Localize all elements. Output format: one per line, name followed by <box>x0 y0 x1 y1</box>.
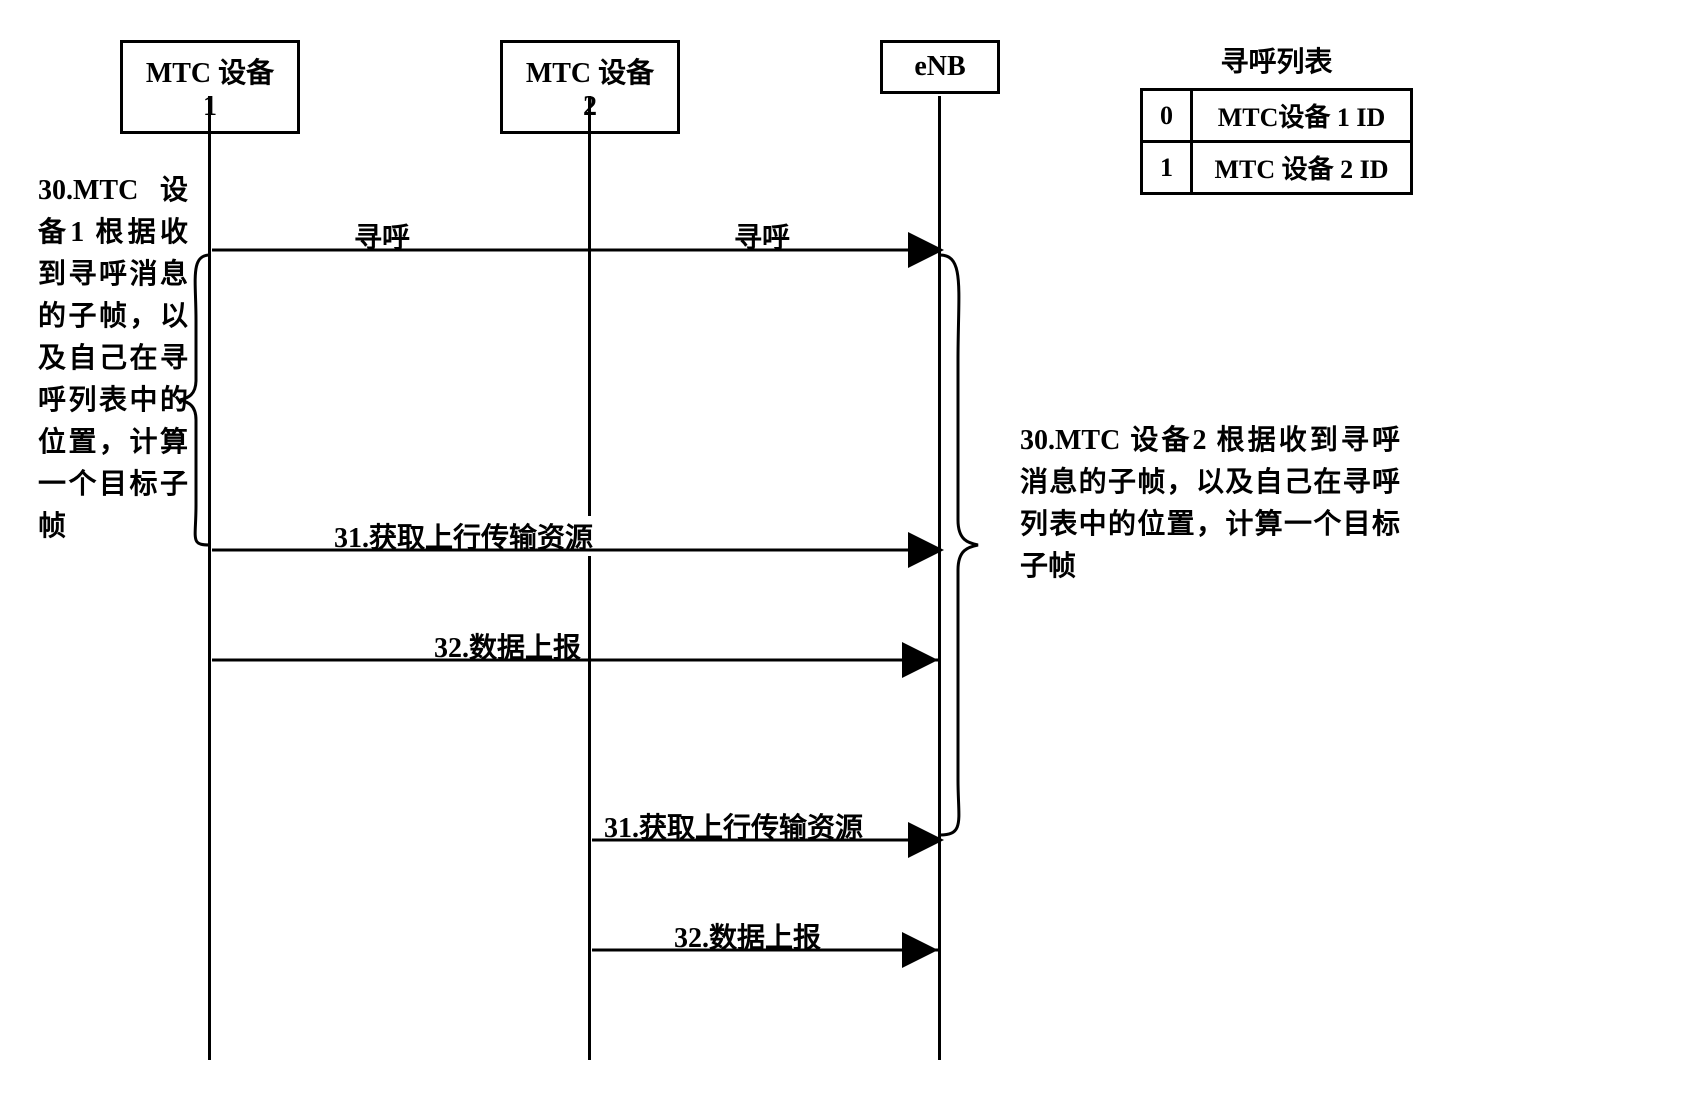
cell-val-1: MTC 设备 2 ID <box>1192 142 1412 194</box>
lifeline-enb <box>938 96 941 1060</box>
note-30-mtc2: 30.MTC 设备2 根据收到寻呼消息的子帧，以及自己在寻呼列表中的位置，计算一… <box>1020 420 1400 588</box>
brace-right <box>940 255 978 835</box>
lifeline-mtc1 <box>208 96 211 1060</box>
cell-val-0: MTC设备 1 ID <box>1192 90 1412 142</box>
participant-enb-label: eNB <box>914 51 965 82</box>
label-32b: 32.数据上报 <box>670 916 825 956</box>
label-31b: 31.获取上行传输资源 <box>600 806 867 846</box>
participant-enb: eNB <box>880 40 1000 94</box>
label-32a: 32.数据上报 <box>430 626 585 666</box>
label-paging-1: 寻呼 <box>350 216 414 256</box>
table-row: 1 MTC 设备 2 ID <box>1142 142 1412 194</box>
paging-table: 0 MTC设备 1 ID 1 MTC 设备 2 ID <box>1140 88 1413 195</box>
diagram-container: MTC 设备1 MTC 设备2 eNB 寻呼列表 0 MTC设备 1 ID 1 … <box>20 20 1704 1074</box>
lifeline-mtc2 <box>588 96 591 1060</box>
paging-table-container: 寻呼列表 0 MTC设备 1 ID 1 MTC 设备 2 ID <box>1140 40 1413 195</box>
cell-idx-0: 0 <box>1142 90 1192 142</box>
note-30-mtc1: 30.MTC 设备1 根据收到寻呼消息的子帧，以及自己在寻呼列表中的位置，计算一… <box>38 170 188 548</box>
table-row: 0 MTC设备 1 ID <box>1142 90 1412 142</box>
label-31a: 31.获取上行传输资源 <box>330 516 597 556</box>
paging-table-title: 寻呼列表 <box>1140 40 1413 80</box>
cell-idx-1: 1 <box>1142 142 1192 194</box>
svg-overlay <box>20 20 1704 1074</box>
label-paging-2: 寻呼 <box>730 216 794 256</box>
